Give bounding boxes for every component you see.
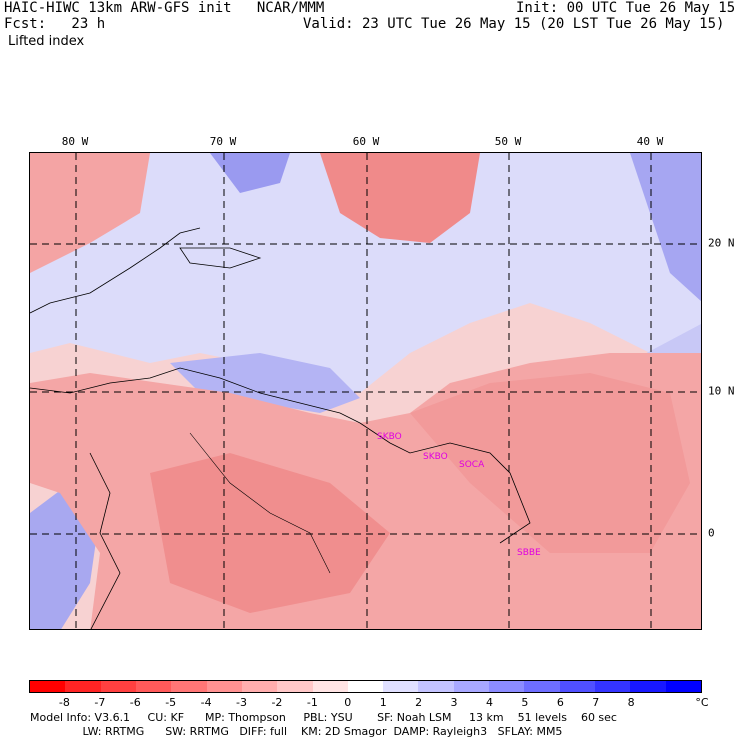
lat-label-10n: 10 N — [708, 384, 735, 398]
colorbar-cell — [383, 681, 419, 692]
stable-band-caribbean — [170, 353, 360, 413]
map-field-svg — [30, 153, 701, 629]
station-label: SKBO — [377, 432, 402, 442]
unstable-region-north — [320, 153, 480, 243]
colorbar-unit: °C — [695, 696, 709, 709]
coastline-cuba — [30, 227, 201, 314]
lon-label-60w: 60 W — [352, 135, 380, 148]
colorbar-tick-label: 0 — [344, 696, 352, 709]
lat-label-0: 0 — [708, 526, 715, 540]
unstable-region-northwest — [30, 153, 150, 273]
stable-region-north — [30, 153, 701, 393]
colorbar-tick-label: -4 — [200, 696, 212, 709]
station-label: SOCA — [459, 460, 485, 470]
unstable-core-east — [410, 373, 690, 553]
colorbar-cell — [100, 681, 136, 692]
colorbar-cell — [171, 681, 207, 692]
colorbar-tick-label: 2 — [415, 696, 423, 709]
valid-time: Valid: 23 UTC Tue 26 May 15 (20 LST Tue … — [303, 16, 725, 32]
colorbar-tick-label: 7 — [592, 696, 600, 709]
graticule — [30, 153, 701, 629]
lon-label-50w: 50 W — [494, 135, 522, 148]
colorbar-cell — [65, 681, 101, 692]
colorbar-tick-label: -1 — [306, 696, 318, 709]
colorbar-cell — [347, 681, 384, 692]
colorbar-tick-label: -7 — [94, 696, 106, 709]
stable-core-northeast — [630, 153, 701, 302]
colorbar-tick-label: -3 — [236, 696, 247, 709]
colorbar-cell — [418, 681, 454, 692]
station-label: SBBE — [517, 548, 541, 558]
lon-label-40w: 40 W — [636, 135, 664, 148]
colorbar-cell — [277, 681, 313, 692]
station-label: SKBO — [423, 452, 448, 462]
title-left: HAIC-HIWC 13km ARW-GFS init NCAR/MMM — [4, 0, 325, 16]
coastline-hispaniola — [179, 247, 262, 269]
colorbar-tick-label: -8 — [58, 696, 70, 709]
coastline-pacific — [89, 452, 121, 629]
lifted-index-map — [29, 152, 702, 630]
colorbar — [29, 680, 702, 693]
border-line — [189, 432, 331, 574]
field-name: Lifted index — [8, 34, 85, 49]
colorbar-tick-label: 5 — [521, 696, 529, 709]
colorbar-cell — [206, 681, 242, 692]
stable-core-north — [210, 153, 290, 193]
lon-label-80w: 80 W — [61, 135, 89, 148]
colorbar-tick-label: 4 — [485, 696, 493, 709]
colorbar-cell — [312, 681, 348, 692]
colorbar-cell — [241, 681, 278, 692]
colorbar-tick-label: 8 — [627, 696, 635, 709]
lon-label-70w: 70 W — [209, 135, 237, 148]
colorbar-cell — [559, 681, 595, 692]
colorbar-cell — [30, 681, 66, 692]
model-info-line2: LW: RRTMG SW: RRTMG DIFF: full KM: 2D Sm… — [30, 725, 563, 738]
colorbar-cell — [489, 681, 525, 692]
colorbar-cell — [524, 681, 560, 692]
colorbar-tick-label: 6 — [556, 696, 564, 709]
model-info-line1: Model Info: V3.6.1 CU: KF MP: Thompson P… — [30, 711, 617, 724]
init-time: Init: 00 UTC Tue 26 May 15 — [516, 0, 736, 16]
colorbar-tick-label: 3 — [450, 696, 458, 709]
colorbar-tick-label: 1 — [379, 696, 387, 709]
coastline-south-america — [30, 367, 531, 544]
forecast-hour: Fcst: 23 h — [4, 16, 106, 32]
colorbar-cell — [665, 681, 701, 692]
colorbar-cell — [630, 681, 666, 692]
colorbar-tick-label: -2 — [271, 696, 283, 709]
colorbar-cell — [135, 681, 172, 692]
colorbar-tick-label: -6 — [129, 696, 141, 709]
lat-label-20n: 20 N — [708, 236, 735, 250]
colorbar-tick-label: -5 — [165, 696, 177, 709]
colorbar-cell — [453, 681, 490, 692]
colorbar-cell — [595, 681, 631, 692]
